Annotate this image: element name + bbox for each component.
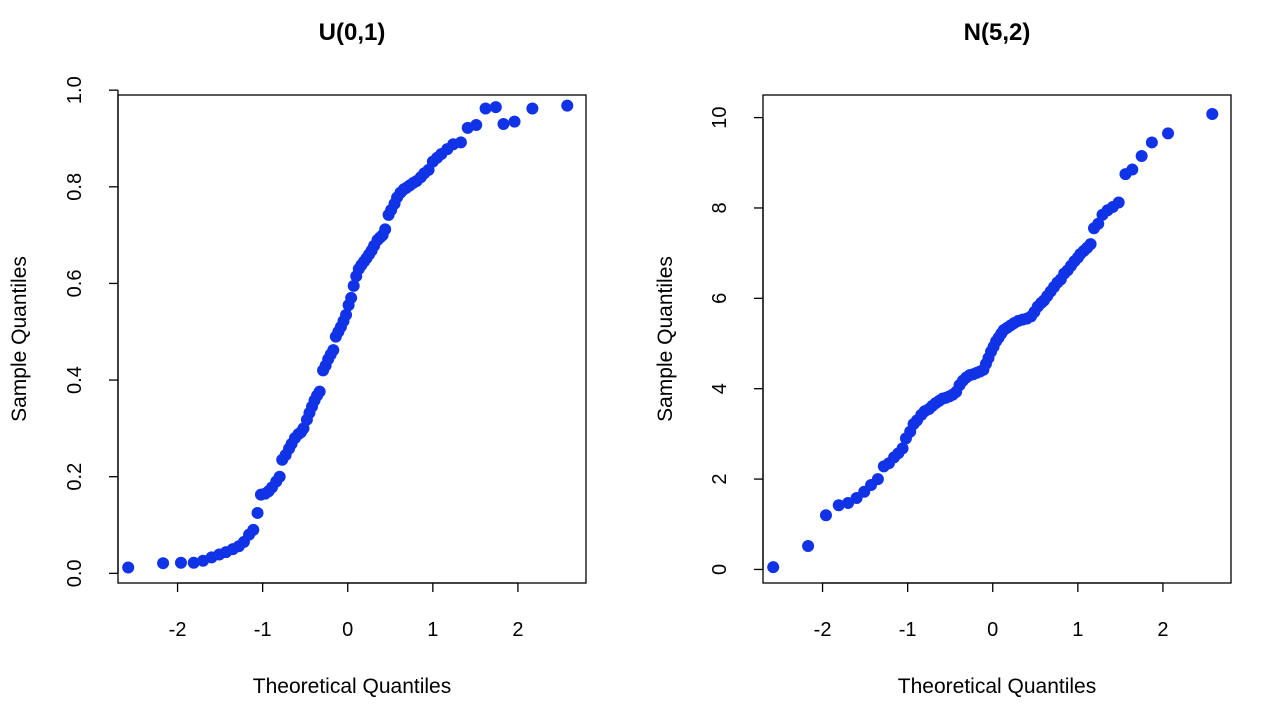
plot-frame [117,94,587,584]
data-point [802,539,815,552]
data-point [247,523,260,536]
data-point [819,509,832,522]
x-tick-label: 1 [1072,619,1083,641]
data-point [832,499,845,512]
x-tick-label: 1 [427,619,438,641]
data-point [174,556,187,569]
qq-plot-normal: N(5,2) Theoretical Quantiles Sample Quan… [654,19,1232,698]
x-axis-label: Theoretical Quantiles [253,675,451,698]
data-point [187,556,200,569]
data-point [1112,196,1125,209]
chart-title: N(5,2) [964,19,1031,46]
data-point [489,101,502,114]
y-axis-label: Sample Quantiles [654,256,677,422]
data-point [340,308,353,321]
x-tick-label: 2 [512,619,523,641]
qq-plot-uniform: U(0,1) Theoretical Quantiles Sample Quan… [8,19,587,698]
y-tick-label: 8 [709,202,731,213]
data-point [1206,107,1219,120]
y-tick-label: 0.0 [64,559,86,587]
data-point [122,561,135,574]
y-tick-label: 0 [709,564,731,575]
data-point [767,561,780,574]
data-point [157,557,170,570]
data-point [561,99,574,112]
data-point [1145,136,1158,149]
y-axis-label: Sample Quantiles [8,256,31,422]
x-tick-label: -2 [814,619,832,641]
chart-title: U(0,1) [319,19,386,46]
x-tick-label: -1 [254,619,272,641]
data-point [896,442,909,455]
data-point [327,344,340,357]
data-point [1084,238,1097,251]
data-point [508,115,521,128]
x-axis-label: Theoretical Quantiles [898,675,1096,698]
data-point [1126,163,1139,176]
data-point [1162,127,1175,140]
y-tick-label: 6 [709,293,731,304]
data-point [273,470,286,483]
data-point [497,117,510,130]
data-point [871,473,884,486]
data-point [526,102,539,115]
y-tick-label: 0.2 [64,463,86,491]
y-tick-label: 2 [709,474,731,485]
x-tick-label: 0 [987,619,998,641]
data-point [347,279,360,292]
data-point [251,506,264,519]
y-tick-label: 1.0 [64,76,86,104]
data-point [379,223,392,236]
data-point [479,102,492,115]
data-point [345,291,358,304]
y-tick-label: 4 [709,383,731,394]
y-tick-label: 0.4 [64,366,86,394]
x-tick-label: -1 [899,619,917,641]
data-point [1135,150,1148,162]
x-tick-label: 0 [342,619,353,641]
data-point [470,118,483,131]
data-point [1092,217,1105,230]
data-point [313,385,326,398]
y-tick-label: 10 [709,106,731,128]
x-tick-label: -2 [169,619,187,641]
y-tick-label: 0.8 [64,173,86,201]
y-tick-label: 0.6 [64,270,86,298]
data-point [454,136,467,149]
x-tick-label: 2 [1157,619,1168,641]
